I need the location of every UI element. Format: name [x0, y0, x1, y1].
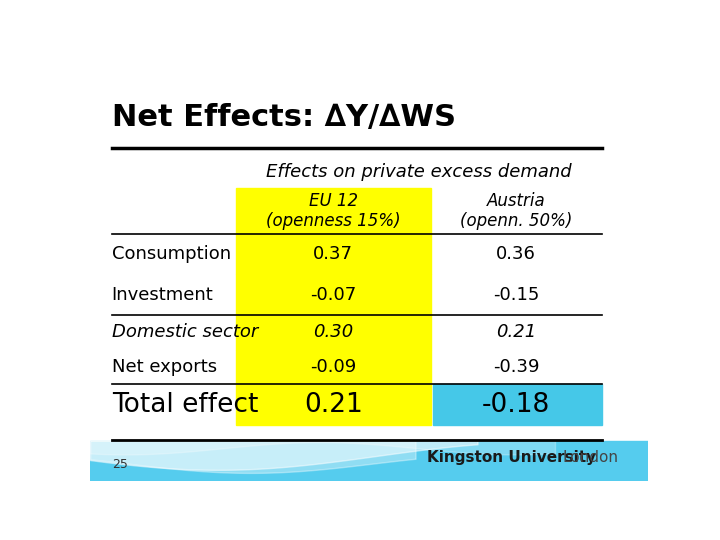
Bar: [235, 234, 431, 274]
Text: 0.30: 0.30: [313, 323, 354, 341]
Text: 0.37: 0.37: [313, 245, 354, 263]
Text: Effects on private excess demand: Effects on private excess demand: [266, 164, 572, 181]
Text: -0.39: -0.39: [493, 358, 539, 376]
Text: Net Effects: ∆Y/∆WS: Net Effects: ∆Y/∆WS: [112, 103, 456, 132]
Text: Investment: Investment: [112, 286, 213, 303]
Bar: [235, 384, 431, 425]
Text: 0.36: 0.36: [496, 245, 536, 263]
Bar: [235, 274, 431, 315]
Text: Consumption: Consumption: [112, 245, 231, 263]
Text: Kingston University: Kingston University: [427, 450, 596, 465]
Text: -0.15: -0.15: [493, 286, 539, 303]
Text: 0.21: 0.21: [496, 323, 536, 341]
Bar: [235, 188, 431, 234]
Bar: [235, 350, 431, 384]
Bar: [235, 315, 431, 350]
Bar: [90, 441, 648, 481]
Text: 25: 25: [112, 458, 127, 471]
Text: 0.21: 0.21: [304, 392, 363, 418]
Text: -0.09: -0.09: [310, 358, 356, 376]
Text: Total effect: Total effect: [112, 392, 258, 418]
Text: London: London: [563, 450, 618, 465]
Bar: [433, 384, 601, 425]
Text: Austria
(openn. 50%): Austria (openn. 50%): [460, 192, 572, 231]
Text: -0.18: -0.18: [482, 392, 550, 418]
Text: Domestic sector: Domestic sector: [112, 323, 258, 341]
Text: Net exports: Net exports: [112, 358, 217, 376]
Text: EU 12
(openness 15%): EU 12 (openness 15%): [266, 192, 400, 231]
Text: -0.07: -0.07: [310, 286, 356, 303]
